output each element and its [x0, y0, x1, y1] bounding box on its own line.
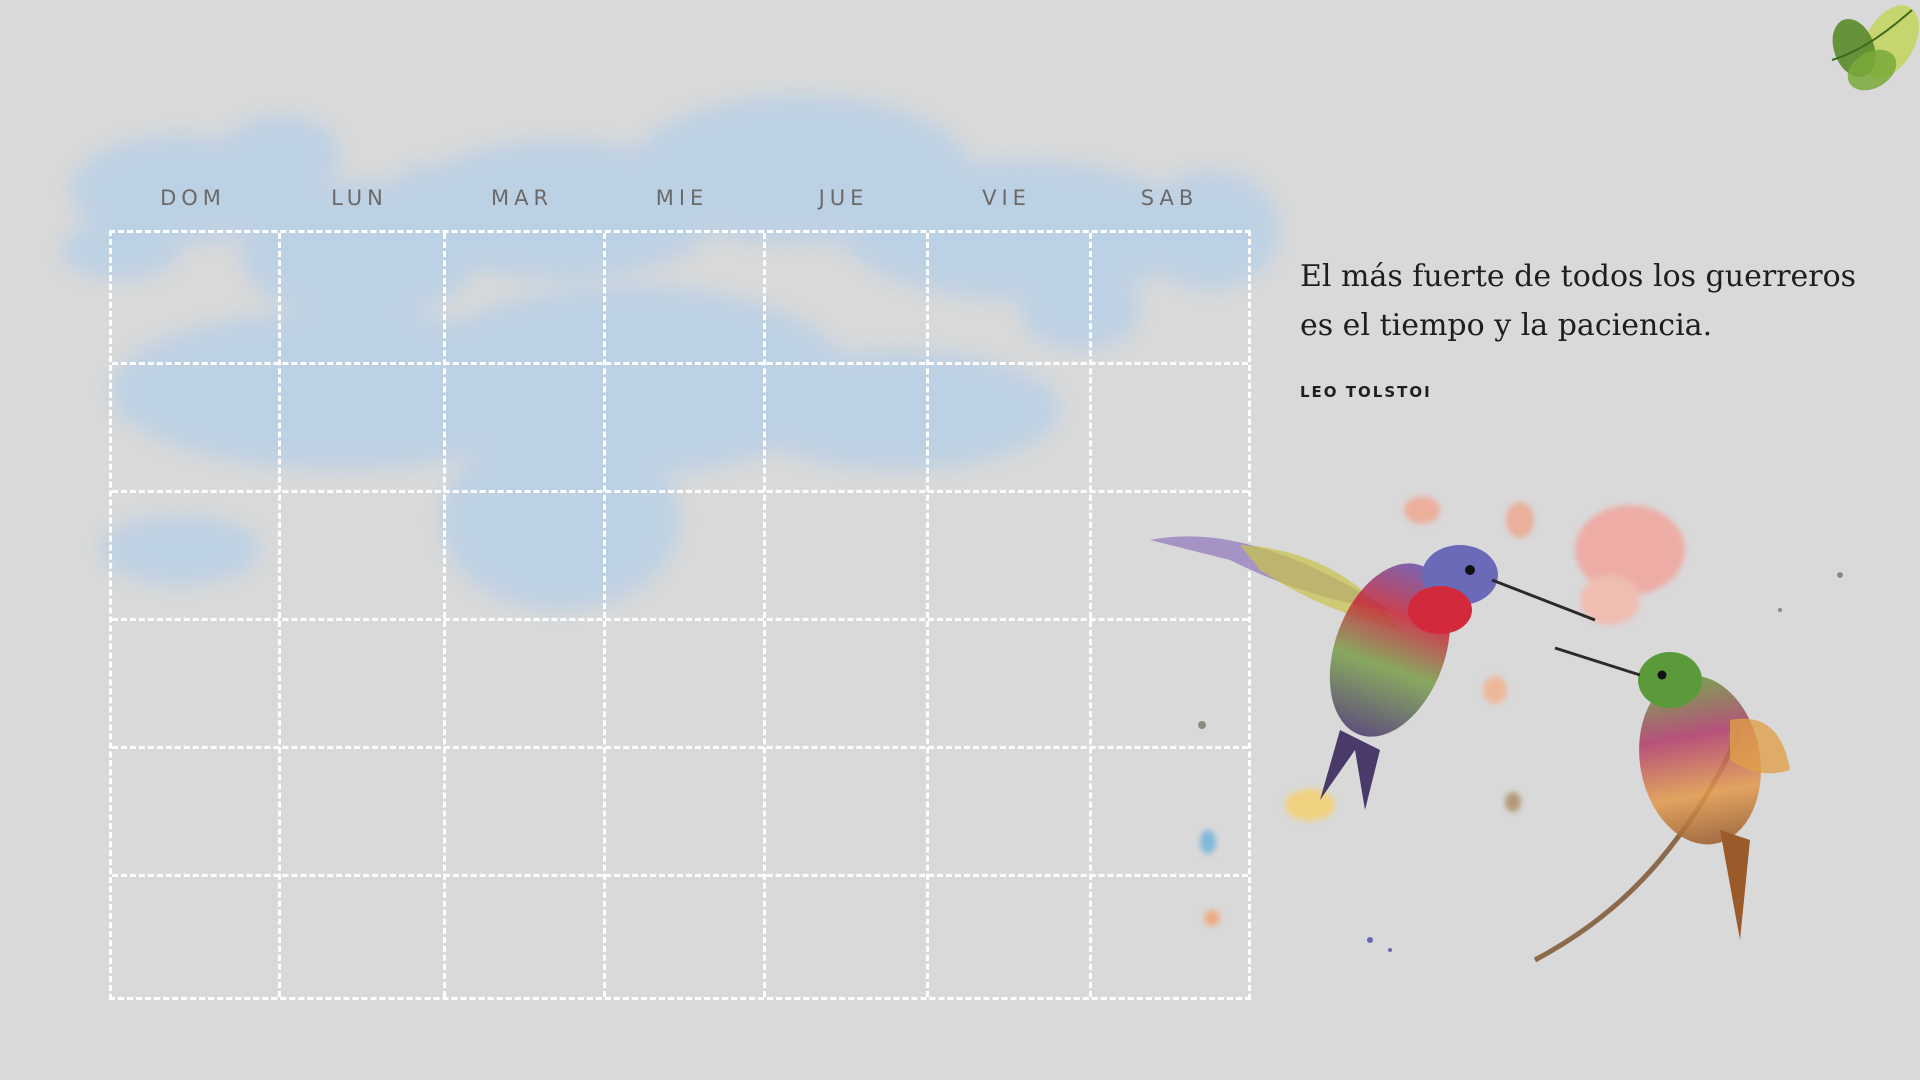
grid-column-divider: [1089, 233, 1092, 997]
grid-row-divider: [112, 874, 1248, 877]
grid-row-divider: [112, 490, 1248, 493]
grid-column-divider: [443, 233, 446, 997]
day-header-thursday: JUE: [818, 186, 869, 210]
quote-author: LEO TOLSTOI: [1300, 383, 1432, 401]
grid-column-divider: [926, 233, 929, 997]
calendar-grid: [109, 230, 1251, 1000]
quote-text: El más fuerte de todos los guerreros es …: [1300, 259, 1857, 343]
day-header-saturday: SAB: [1140, 186, 1199, 210]
calendar: DOM LUN MAR MIE JUE VIE SAB: [109, 186, 1251, 1000]
day-header-sunday: DOM: [160, 186, 226, 210]
day-header-tuesday: MAR: [490, 186, 554, 210]
day-headers: DOM LUN MAR MIE JUE VIE SAB: [109, 186, 1251, 216]
grid-column-divider: [763, 233, 766, 997]
grid-row-divider: [112, 618, 1248, 621]
hummingbirds-illustration: [1150, 496, 1843, 963]
day-header-wednesday: MIE: [655, 186, 709, 210]
grid-column-divider: [603, 233, 606, 997]
grid-column-divider: [278, 233, 281, 997]
day-header-monday: LUN: [331, 186, 388, 210]
grid-row-divider: [112, 362, 1248, 365]
day-header-friday: VIE: [982, 186, 1031, 210]
leaf-ornament: [1831, 5, 1919, 91]
grid-row-divider: [112, 746, 1248, 749]
